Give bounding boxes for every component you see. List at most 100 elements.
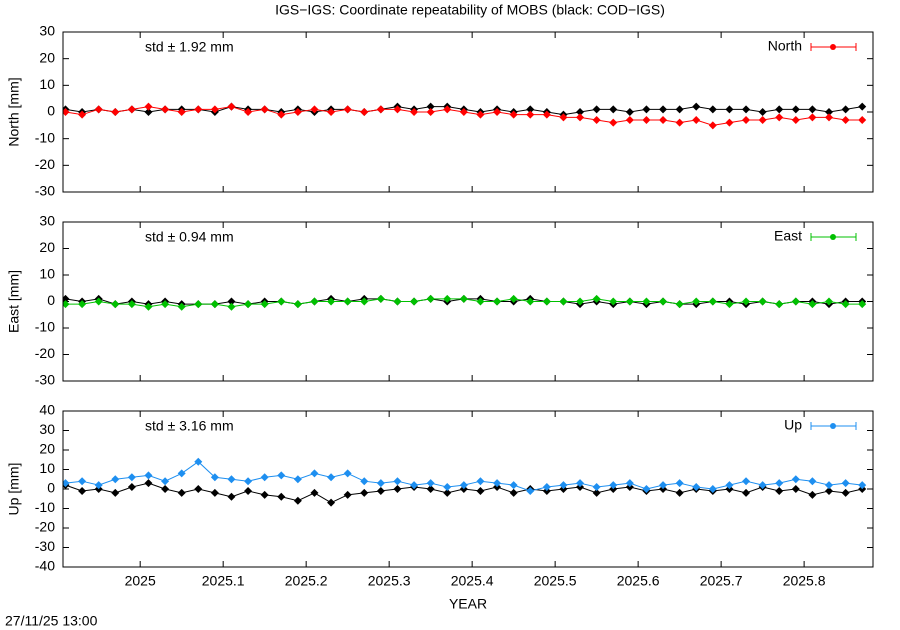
data-point [775, 113, 784, 122]
data-point [260, 105, 269, 114]
data-point [758, 108, 767, 116]
data-point [227, 492, 236, 501]
data-point [725, 300, 734, 309]
data-point [526, 297, 535, 306]
y-tick-label: 30 [39, 421, 55, 437]
data-point [161, 105, 170, 114]
data-point [459, 108, 468, 116]
data-point [559, 297, 568, 306]
legend-label: East [774, 228, 802, 244]
data-point [592, 488, 601, 497]
x-tick-label: 2025.1 [202, 573, 245, 589]
x-axis-label: YEAR [449, 596, 487, 612]
data-point [161, 485, 170, 493]
y-tick-label: 10 [39, 76, 55, 92]
data-point [63, 108, 70, 116]
data-point [360, 108, 369, 116]
data-point [825, 113, 834, 122]
data-point [161, 300, 170, 309]
data-point [293, 108, 302, 116]
data-point [144, 479, 153, 488]
data-point [642, 297, 651, 306]
data-point [675, 479, 684, 488]
data-point [609, 118, 618, 127]
data-point [659, 297, 668, 306]
y-tick-label: 0 [47, 480, 55, 496]
data-point [559, 481, 568, 490]
data-point [791, 475, 800, 484]
data-point [841, 116, 850, 124]
data-point [177, 488, 186, 497]
data-point [277, 471, 286, 480]
data-point [410, 108, 419, 116]
data-point [443, 294, 452, 303]
data-point [161, 477, 170, 486]
data-point [94, 481, 103, 490]
data-point [841, 488, 850, 497]
data-point [592, 116, 601, 124]
data-point [227, 297, 236, 306]
data-point [310, 469, 319, 478]
data-point [327, 108, 336, 116]
data-point [177, 302, 186, 311]
data-point [111, 475, 120, 484]
y-tick-label: 30 [39, 213, 55, 229]
data-point [858, 300, 867, 309]
x-tick-label: 2025.7 [700, 573, 743, 589]
y-tick-label: -10 [35, 129, 55, 145]
data-point [244, 108, 253, 116]
data-point [659, 116, 668, 124]
y-axis-label: North [mm] [6, 77, 22, 146]
data-point [808, 113, 817, 122]
data-point [310, 105, 319, 114]
data-point [78, 477, 87, 486]
data-point [244, 477, 253, 486]
data-point [78, 110, 87, 119]
legend-label: Up [784, 417, 802, 433]
data-point [343, 297, 352, 306]
y-tick-label: 10 [39, 266, 55, 282]
plot-frame [62, 221, 874, 382]
data-point [111, 108, 120, 116]
data-point [277, 297, 286, 306]
data-point [725, 118, 734, 127]
legend-label: North [768, 38, 802, 54]
data-point [526, 110, 535, 119]
data-point [509, 488, 518, 497]
y-tick-label: -20 [35, 345, 55, 361]
y-tick-label: 10 [39, 460, 55, 476]
data-point [260, 473, 269, 482]
plot-area [63, 102, 867, 130]
data-point [443, 483, 452, 492]
annotation: std ± 3.16 mm [145, 418, 234, 434]
data-point [376, 105, 385, 114]
data-point [775, 479, 784, 488]
data-point [675, 300, 684, 309]
data-point [659, 105, 668, 114]
data-point [410, 297, 419, 306]
data-point [576, 108, 585, 116]
data-point [63, 479, 70, 488]
data-point [476, 486, 485, 495]
data-point [210, 300, 219, 309]
data-point [592, 105, 601, 114]
x-tick-label: 2025 [125, 573, 156, 589]
data-point [343, 105, 352, 114]
data-point [426, 294, 435, 303]
y-axis-label: East [mm] [6, 270, 22, 333]
data-point [825, 486, 834, 495]
data-point [111, 488, 120, 497]
data-point [476, 110, 485, 119]
data-point [858, 481, 867, 490]
data-point [692, 483, 701, 492]
y-tick-label: -10 [35, 319, 55, 335]
data-point [194, 105, 203, 114]
data-point [775, 105, 784, 114]
y-tick-label: 20 [39, 49, 55, 65]
data-point [841, 479, 850, 488]
data-point [393, 477, 402, 486]
data-point [393, 297, 402, 306]
data-point [194, 300, 203, 309]
x-tick-label: 2025.3 [368, 573, 411, 589]
